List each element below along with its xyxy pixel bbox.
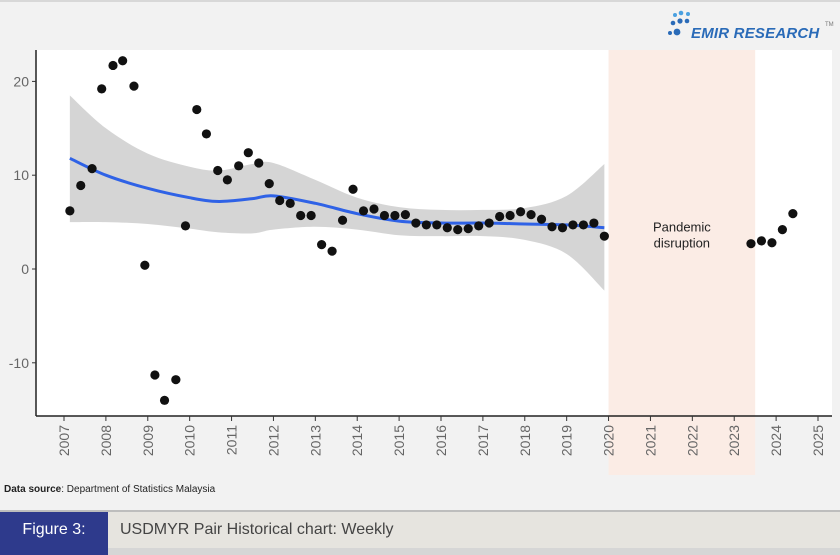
data-point	[222, 175, 232, 185]
y-tick-label: 20	[13, 73, 29, 89]
y-tick-label: 10	[13, 167, 29, 183]
x-tick-label: 2008	[98, 425, 114, 456]
data-point	[568, 220, 578, 230]
figure-caption-bar: Figure 3: USDMYR Pair Historical chart: …	[0, 510, 840, 548]
data-point	[599, 231, 609, 241]
data-point	[317, 240, 327, 250]
x-tick-label: 2013	[307, 425, 323, 456]
brand-logo: EMIR RESEARCH TM	[665, 8, 835, 44]
x-tick-label: 2011	[224, 425, 240, 455]
data-point	[777, 225, 787, 235]
data-point	[243, 148, 253, 158]
data-source-text: : Department of Statistics Malaysia	[61, 484, 216, 495]
data-point	[536, 214, 547, 224]
data-point	[201, 129, 212, 139]
data-point	[474, 221, 484, 231]
data-point	[129, 81, 139, 91]
x-tick-label: 2024	[768, 425, 784, 456]
y-tick-label: 0	[21, 261, 29, 277]
data-point	[275, 195, 285, 206]
logo-dots-icon	[668, 10, 690, 36]
data-point	[118, 56, 128, 66]
data-point	[484, 218, 494, 228]
data-source-label: Data source	[4, 484, 62, 495]
chart: Pandemic disruption -10 0 10 20 2007 2008 2009 20…	[9, 50, 832, 475]
data-point	[589, 218, 599, 228]
data-point	[547, 222, 557, 232]
data-point	[379, 210, 390, 221]
x-tick-label: 2016	[433, 425, 449, 456]
data-point	[421, 220, 431, 230]
figure-label: Figure 3:	[0, 512, 108, 548]
data-point	[453, 225, 463, 235]
data-point	[264, 179, 274, 189]
x-tick-label: 2019	[559, 425, 575, 456]
x-tick-label: 2010	[182, 425, 198, 456]
data-point	[756, 236, 767, 246]
y-tick-label: -10	[9, 355, 29, 371]
top-divider	[0, 0, 840, 2]
x-tick-label: 2021	[642, 425, 658, 456]
figure-title: USDMYR Pair Historical chart: Weekly	[120, 521, 394, 538]
data-point	[108, 60, 118, 71]
data-point	[76, 180, 86, 191]
data-point	[369, 204, 379, 214]
data-point	[526, 209, 536, 220]
x-tick-label: 2014	[349, 425, 365, 456]
x-tick-label: 2018	[517, 425, 533, 456]
data-point	[213, 165, 223, 176]
data-point	[140, 260, 150, 270]
x-tick-label: 2025	[810, 425, 826, 456]
brand-name: EMIR RESEARCH	[691, 25, 820, 42]
data-point	[296, 210, 306, 221]
data-point	[327, 246, 337, 256]
data-point	[578, 220, 589, 230]
data-point	[432, 220, 442, 230]
data-point	[788, 209, 798, 219]
data-point	[180, 221, 191, 231]
data-point	[171, 375, 181, 385]
x-tick-label: 2015	[391, 425, 407, 456]
trademark: TM	[825, 22, 834, 28]
data-point	[411, 218, 421, 228]
data-point	[767, 238, 777, 248]
data-point	[358, 206, 369, 216]
data-point	[159, 395, 170, 405]
data-point	[337, 215, 348, 225]
data-point	[442, 223, 452, 233]
trend-line	[69, 156, 605, 230]
data-point	[97, 84, 107, 94]
x-tick-label: 2023	[726, 425, 742, 456]
data-point	[400, 209, 410, 220]
data-point	[390, 210, 400, 221]
data-point	[306, 210, 316, 221]
pandemic-region	[608, 50, 756, 475]
data-point	[150, 370, 160, 380]
x-tick-label: 2020	[601, 425, 617, 456]
data-point	[285, 198, 295, 208]
data-point	[348, 184, 358, 194]
data-point	[463, 224, 473, 234]
data-point	[65, 206, 75, 216]
x-tick-label: 2022	[684, 425, 700, 456]
data-point	[557, 223, 568, 233]
bottom-strip-text	[108, 548, 840, 555]
data-point	[505, 210, 515, 221]
data-point	[495, 211, 505, 222]
data-point	[254, 158, 264, 168]
x-tick-label: 2017	[475, 425, 491, 456]
x-tick-label: 2007	[56, 425, 72, 456]
x-tick-label: 2009	[140, 425, 156, 456]
data-point	[87, 164, 97, 174]
x-tick-label: 2012	[265, 425, 281, 456]
pandemic-label: Pandemic disruption	[653, 219, 711, 250]
data-point	[746, 239, 756, 249]
data-point	[234, 161, 244, 171]
data-source: Data source: Department of Statistics Ma…	[4, 484, 215, 495]
data-point	[515, 207, 526, 217]
data-point	[192, 104, 202, 115]
confidence-band	[69, 95, 605, 291]
